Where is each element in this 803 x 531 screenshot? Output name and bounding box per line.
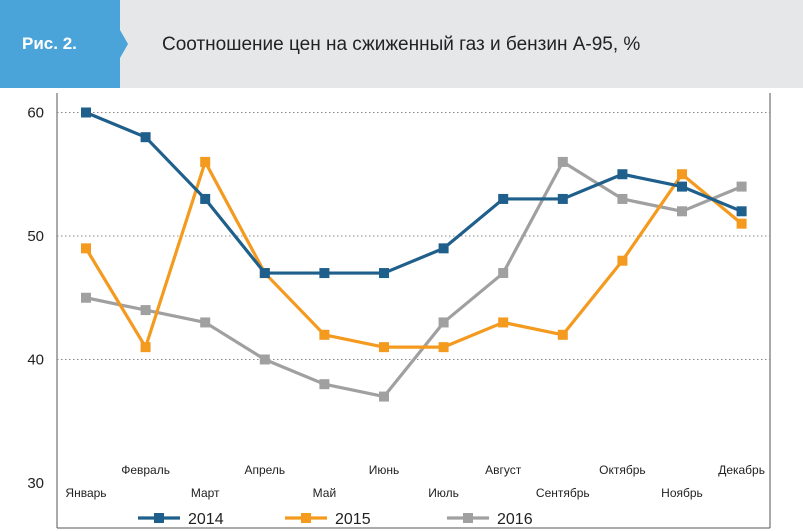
data-point-2016 (379, 391, 389, 402)
data-point-2014 (81, 107, 91, 118)
x-tick-label: Май (313, 486, 337, 500)
y-tick-label: 50 (27, 228, 44, 245)
badge-arrow (120, 30, 128, 58)
chart-title: Соотношение цен на сжиженный газ и бензи… (162, 34, 641, 55)
data-point-2014 (259, 268, 270, 279)
data-point-2014 (498, 193, 509, 204)
data-point-2014 (200, 193, 211, 204)
legend-label-2016: 2016 (497, 511, 533, 528)
line-chart: 30 40 50 60 Январь Февраль Март Апрель Май Июнь Ию… (27, 93, 771, 529)
y-tick-label: 40 (27, 352, 44, 369)
legend-label-2015: 2015 (335, 511, 371, 528)
x-tick-label: Март (191, 486, 220, 500)
data-point-2014 (438, 243, 449, 254)
x-tick-label: Август (485, 463, 522, 477)
data-point-2015 (81, 243, 91, 254)
x-tick-label: Январь (65, 486, 106, 500)
data-point-2016 (200, 317, 211, 328)
data-point-2015 (200, 156, 211, 167)
data-point-2014 (319, 268, 330, 279)
data-point-2015 (677, 169, 687, 180)
x-tick-label: Сентябрь (536, 486, 590, 500)
data-point-2014 (140, 132, 151, 143)
data-point-2016 (140, 305, 151, 316)
data-point-2015 (557, 329, 568, 340)
data-point-2015 (498, 317, 509, 328)
series-line-2016 (85, 160, 743, 399)
data-point-2014 (736, 206, 747, 217)
x-tick-label: Апрель (244, 463, 285, 477)
data-point-2016 (557, 156, 568, 167)
figure-badge: Рис. 2. (0, 0, 120, 88)
data-point-2016 (259, 354, 270, 365)
data-point-2016 (677, 206, 687, 217)
data-point-2014 (379, 268, 389, 279)
data-point-2014 (557, 193, 568, 204)
x-tick-label: Июнь (369, 463, 400, 477)
figure-header: Рис. 2. Соотношение цен на сжиженный газ… (0, 0, 803, 88)
y-tick-label: 30 (27, 475, 44, 492)
data-point-2015 (140, 342, 151, 353)
x-tick-label: Декабрь (718, 463, 765, 477)
data-point-2015 (319, 329, 330, 340)
series-line-2015 (84, 160, 743, 349)
data-point-2014 (677, 181, 687, 192)
data-point-2015 (379, 342, 389, 353)
data-point-2016 (81, 292, 91, 303)
data-point-2015 (736, 218, 747, 229)
x-tick-label: Октябрь (599, 463, 646, 477)
data-point-2016 (319, 379, 330, 390)
x-tick-label: Июль (428, 486, 459, 500)
legend-label-2014: 2014 (188, 511, 224, 528)
data-point-2016 (438, 317, 449, 328)
data-point-2016 (617, 193, 628, 204)
series-line-2014 (85, 111, 743, 275)
data-point-2016 (498, 268, 509, 279)
x-tick-label: Ноябрь (661, 486, 703, 500)
data-point-2016 (736, 181, 747, 192)
x-tick-label: Февраль (121, 463, 170, 477)
data-point-2014 (617, 169, 628, 180)
data-point-2015 (617, 255, 628, 266)
y-tick-label: 60 (27, 105, 44, 122)
legend-marker-2016 (463, 513, 473, 523)
legend-marker-2015 (301, 513, 311, 523)
data-point-2015 (438, 342, 449, 353)
legend-marker-2014 (154, 513, 164, 523)
figure-label: Рис. 2. (22, 34, 77, 53)
